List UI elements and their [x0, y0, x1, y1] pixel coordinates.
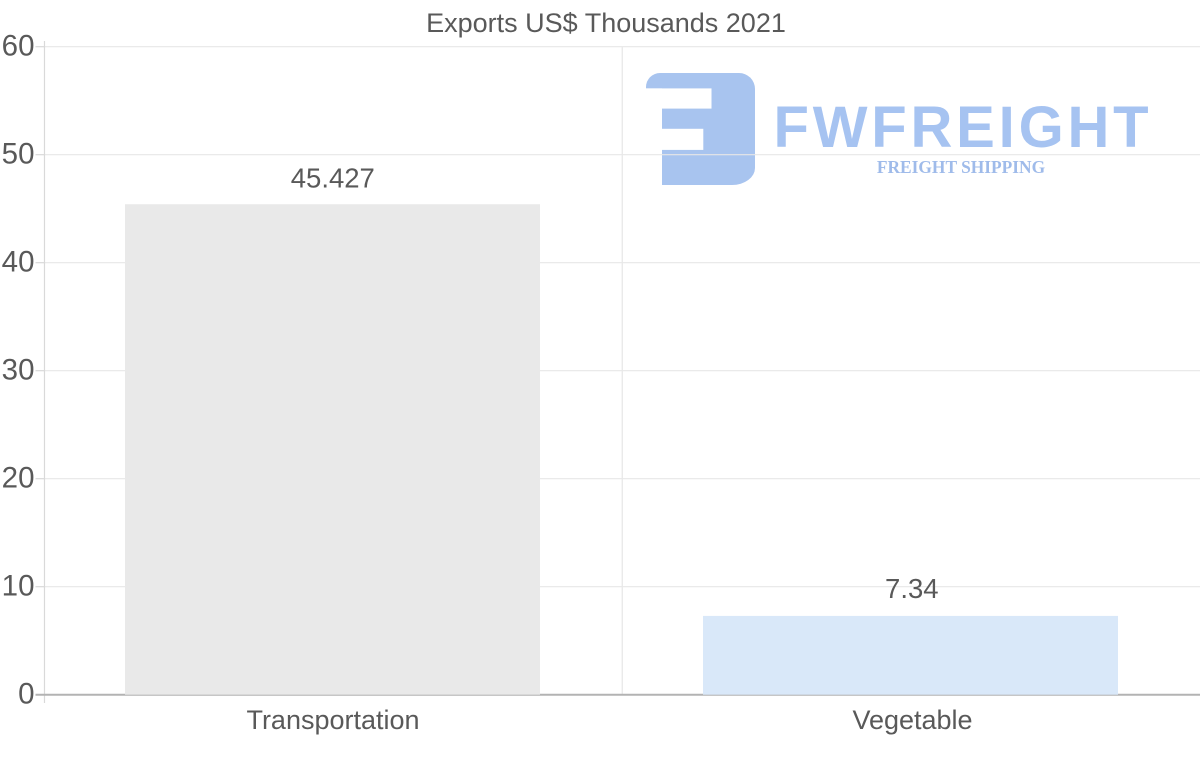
svg-text:40: 40 — [2, 245, 35, 278]
svg-text:20: 20 — [2, 461, 35, 494]
svg-text:0: 0 — [18, 677, 34, 710]
svg-text:50: 50 — [2, 137, 35, 170]
svg-text:7.34: 7.34 — [885, 573, 939, 604]
svg-text:Transportation: Transportation — [246, 705, 419, 735]
svg-text:Exports US$ Thousands 2021: Exports US$ Thousands 2021 — [426, 8, 786, 38]
svg-text:Vegetable: Vegetable — [852, 705, 972, 735]
svg-text:60: 60 — [2, 29, 35, 62]
svg-text:FREIGHT SHIPPING: FREIGHT SHIPPING — [877, 157, 1046, 177]
svg-text:30: 30 — [2, 353, 35, 386]
svg-text:10: 10 — [2, 569, 35, 602]
svg-text:45.427: 45.427 — [291, 162, 375, 193]
svg-text:FWFREIGHT: FWFREIGHT — [774, 95, 1153, 160]
